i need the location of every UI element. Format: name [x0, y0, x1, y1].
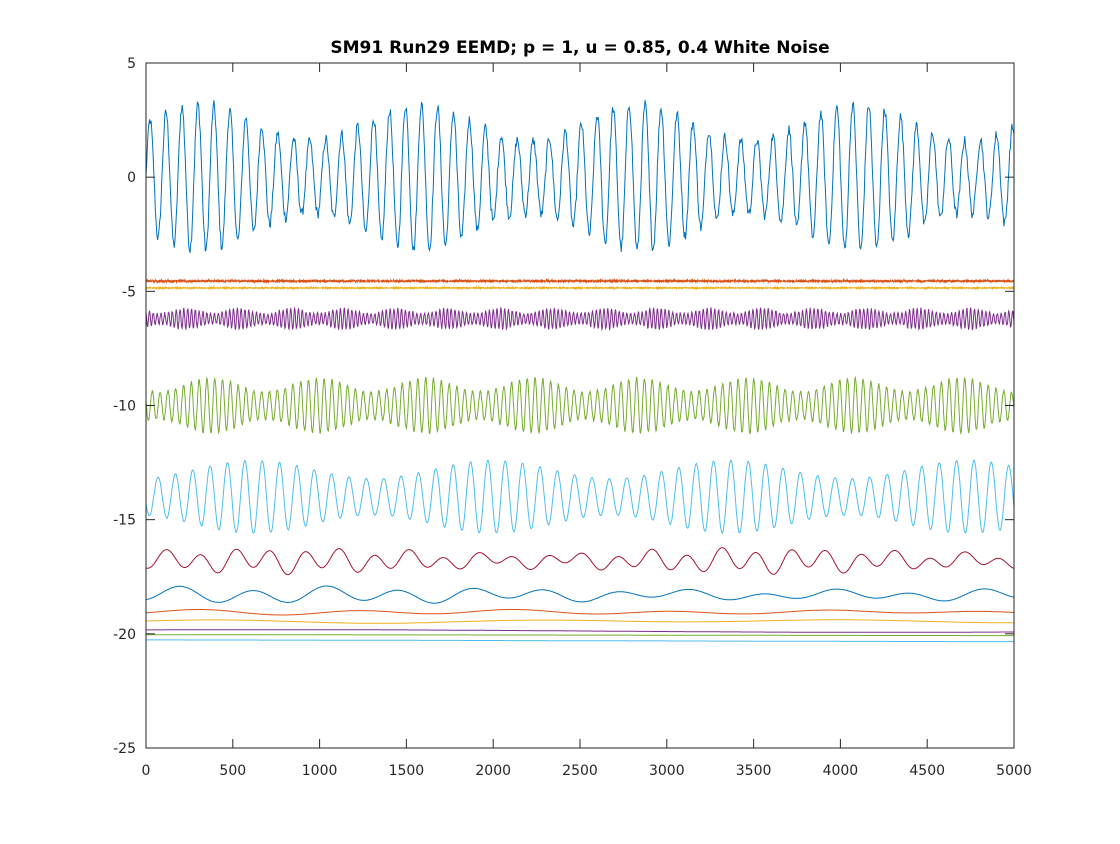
y-tick-label: -5 — [122, 284, 136, 300]
x-tick-label: 5000 — [996, 763, 1032, 779]
series-line-6 — [145, 459, 1015, 535]
y-tick-label: 5 — [127, 56, 136, 72]
x-tick-label: 3500 — [736, 763, 772, 779]
series-line-10 — [146, 619, 1014, 624]
series-layer — [145, 100, 1015, 643]
series-line-3 — [145, 285, 1015, 291]
chart-title: SM91 Run29 EEMD; p = 1, u = 0.85, 0.4 Wh… — [330, 38, 829, 58]
x-tick-label: 2000 — [475, 763, 511, 779]
x-tick-label: 3000 — [649, 763, 685, 779]
x-tick-label: 2500 — [562, 763, 598, 779]
series-line-5 — [145, 375, 1015, 435]
plot-frame — [145, 62, 1015, 749]
series-line-9 — [145, 609, 1014, 616]
x-tick-label: 4000 — [823, 763, 859, 779]
x-tick-label: 500 — [219, 763, 246, 779]
x-tick-label: 1000 — [302, 763, 338, 779]
y-tick-label: -25 — [113, 741, 136, 757]
y-tick-label: -20 — [113, 627, 136, 643]
series-line-2 — [145, 277, 1015, 285]
x-tick-label: 0 — [142, 763, 151, 779]
series-line-4 — [145, 306, 1015, 332]
tick-layer: 0 500 1000 1500 2000 2500 3000 3500 4000 4500 5000… — [113, 56, 1032, 779]
series-line-12 — [146, 634, 1014, 637]
y-tick-label: -10 — [113, 399, 136, 415]
series-line-1 — [145, 100, 1015, 254]
series-line-11 — [146, 629, 1014, 633]
x-tick-label: 4500 — [909, 763, 945, 779]
x-tick-label: 1500 — [389, 763, 425, 779]
y-tick-label: -15 — [113, 513, 136, 529]
series-line-7 — [145, 547, 1015, 576]
y-tick-label: 0 — [127, 170, 136, 186]
series-line-13 — [146, 639, 1014, 643]
series-line-8 — [145, 585, 1015, 604]
